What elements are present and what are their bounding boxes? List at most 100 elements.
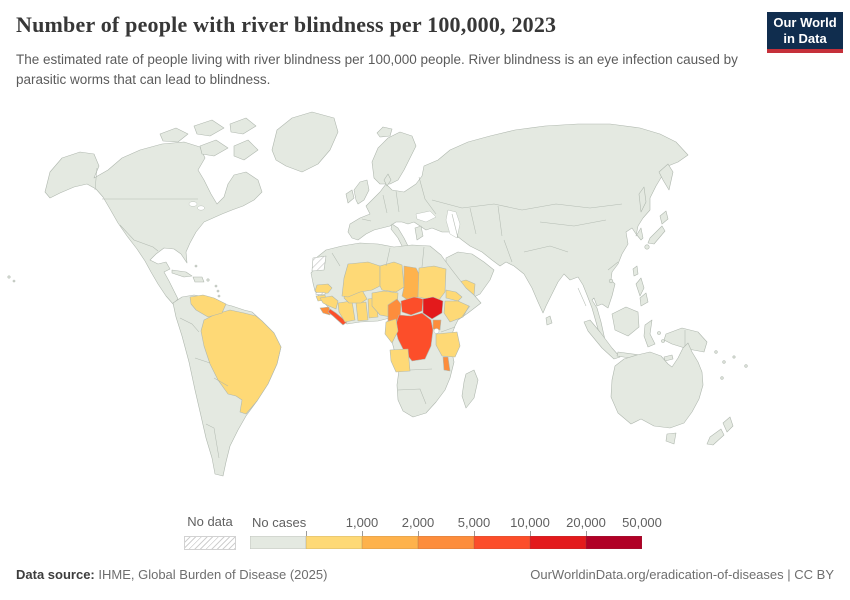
country-scandinavia[interactable] [371,131,417,185]
border-algeria-libya [385,247,391,267]
country-japan-hokkaido[interactable] [659,210,669,225]
country-japan-kyushu[interactable] [644,244,650,250]
country-niger[interactable] [379,261,405,293]
border-germany-poland [395,190,400,213]
border-turkey-iran [451,213,459,239]
country-guinea[interactable] [319,295,339,310]
country-south-sudan[interactable] [422,296,444,320]
country-madagascar[interactable] [461,369,479,409]
country-philippines-north[interactable] [635,277,645,297]
country-kamchatka[interactable] [658,163,674,191]
country-australia[interactable] [610,342,704,429]
country-arctic-island-3[interactable] [229,117,257,135]
country-arctic-island-2[interactable] [193,119,225,137]
country-tasmania[interactable] [665,432,677,445]
country-taiwan[interactable] [632,265,639,277]
country-sri-lanka[interactable] [545,315,553,326]
country-cuba[interactable] [171,269,193,278]
country-puerto-rico[interactable] [206,278,210,282]
country-greece[interactable] [414,225,424,241]
country-sumatra[interactable] [583,319,621,360]
border-libya-egypt [421,246,425,268]
country-antilles-1[interactable] [214,284,218,288]
country-sudan[interactable] [417,265,447,301]
country-borneo[interactable] [611,306,640,337]
country-tanzania[interactable] [435,331,461,358]
country-new-guinea[interactable] [663,327,708,353]
legend-segment[interactable]: 20,000 [529,515,606,549]
legend-segment[interactable]: 50,000 [585,515,662,549]
country-chad[interactable] [401,265,420,302]
country-angola[interactable] [389,348,411,373]
legend-tick [305,531,307,536]
country-pacific-island-3[interactable] [732,355,736,359]
country-hispaniola[interactable] [192,276,205,283]
legend-segment-label: 5,000 [457,515,491,530]
legend-segment[interactable]: No cases [250,515,306,549]
country-iceland[interactable] [376,126,393,138]
country-pacific-island-2[interactable] [722,360,726,364]
country-moluccas-1[interactable] [657,331,661,335]
country-arctic-island-4[interactable] [199,139,229,157]
country-ethiopia[interactable] [443,300,470,323]
country-antilles-2[interactable] [216,289,220,293]
legend-no-data[interactable]: No data [184,514,236,550]
data-source-label: Data source: [16,567,95,582]
country-moluccas-2[interactable] [661,339,665,343]
country-denmark[interactable] [383,173,392,187]
legend-segment[interactable]: 1,000 [305,515,378,549]
country-venezuela[interactable] [189,294,227,318]
border-peru-bolivia [194,357,211,364]
country-cameroon[interactable] [387,298,402,322]
country-eritrea[interactable] [445,289,463,302]
country-sakhalin[interactable] [638,186,647,213]
license-link[interactable]: CC BY [794,567,834,582]
country-new-zealand-north[interactable] [722,416,734,433]
legend-no-data-label: No data [187,514,233,529]
country-antilles-3[interactable] [217,294,221,298]
owid-url-link[interactable]: OurWorldinData.org/eradication-of-diseas… [530,567,784,582]
country-greenland[interactable] [271,111,339,173]
owid-logo[interactable]: Our World in Data [767,12,843,53]
owid-logo-line2: in Data [783,30,827,46]
legend-segment-label: No cases [252,515,307,530]
country-italy[interactable] [390,223,409,249]
country-baffin-island[interactable] [233,139,259,161]
country-ghana[interactable] [355,301,369,322]
country-sulawesi[interactable] [643,319,656,348]
country-fiji[interactable] [744,364,748,368]
legend-segment[interactable]: 2,000 [361,515,434,549]
country-new-zealand-south[interactable] [706,428,725,446]
country-bahamas[interactable] [194,264,198,268]
border-chile-argentina [205,423,220,459]
border-france-spain [361,218,372,222]
country-central-african-republic[interactable] [400,296,424,316]
border-us-mexico [119,224,159,252]
country-liberia[interactable] [327,308,348,326]
country-timor[interactable] [663,354,674,362]
country-pacific-island-1[interactable] [714,350,718,354]
legend-bar: No cases 1,000 2,000 5,000 10,000 20,000 50,00… [250,514,662,549]
country-brazil[interactable] [200,309,282,415]
legend-segment[interactable]: 5,000 [417,515,490,549]
country-hawaii-1[interactable] [7,275,11,279]
country-japan-honshu[interactable] [647,225,666,245]
border-myanmar-thailand [577,287,587,307]
country-arctic-island-1[interactable] [159,127,189,143]
country-united-kingdom[interactable] [353,179,370,205]
country-uganda[interactable] [432,319,442,331]
map-legend: No data No cases 1,000 2,000 5,000 10,000 20,… [0,512,850,562]
country-malawi[interactable] [442,356,451,372]
legend-segment[interactable]: 10,000 [473,515,550,549]
country-gambia-hatched[interactable] [315,292,326,295]
country-republic-of-congo[interactable] [384,318,399,344]
country-western-sahara-hatched[interactable] [311,255,327,272]
country-north-america-mainland[interactable] [44,141,263,305]
country-philippines-south[interactable] [639,292,649,307]
country-hawaii-2[interactable] [12,279,16,283]
country-new-caledonia[interactable] [720,376,724,380]
legend-tick [417,531,419,536]
country-sierra-leone[interactable] [319,306,331,316]
country-hainan[interactable] [608,278,614,284]
country-ireland[interactable] [345,189,355,204]
